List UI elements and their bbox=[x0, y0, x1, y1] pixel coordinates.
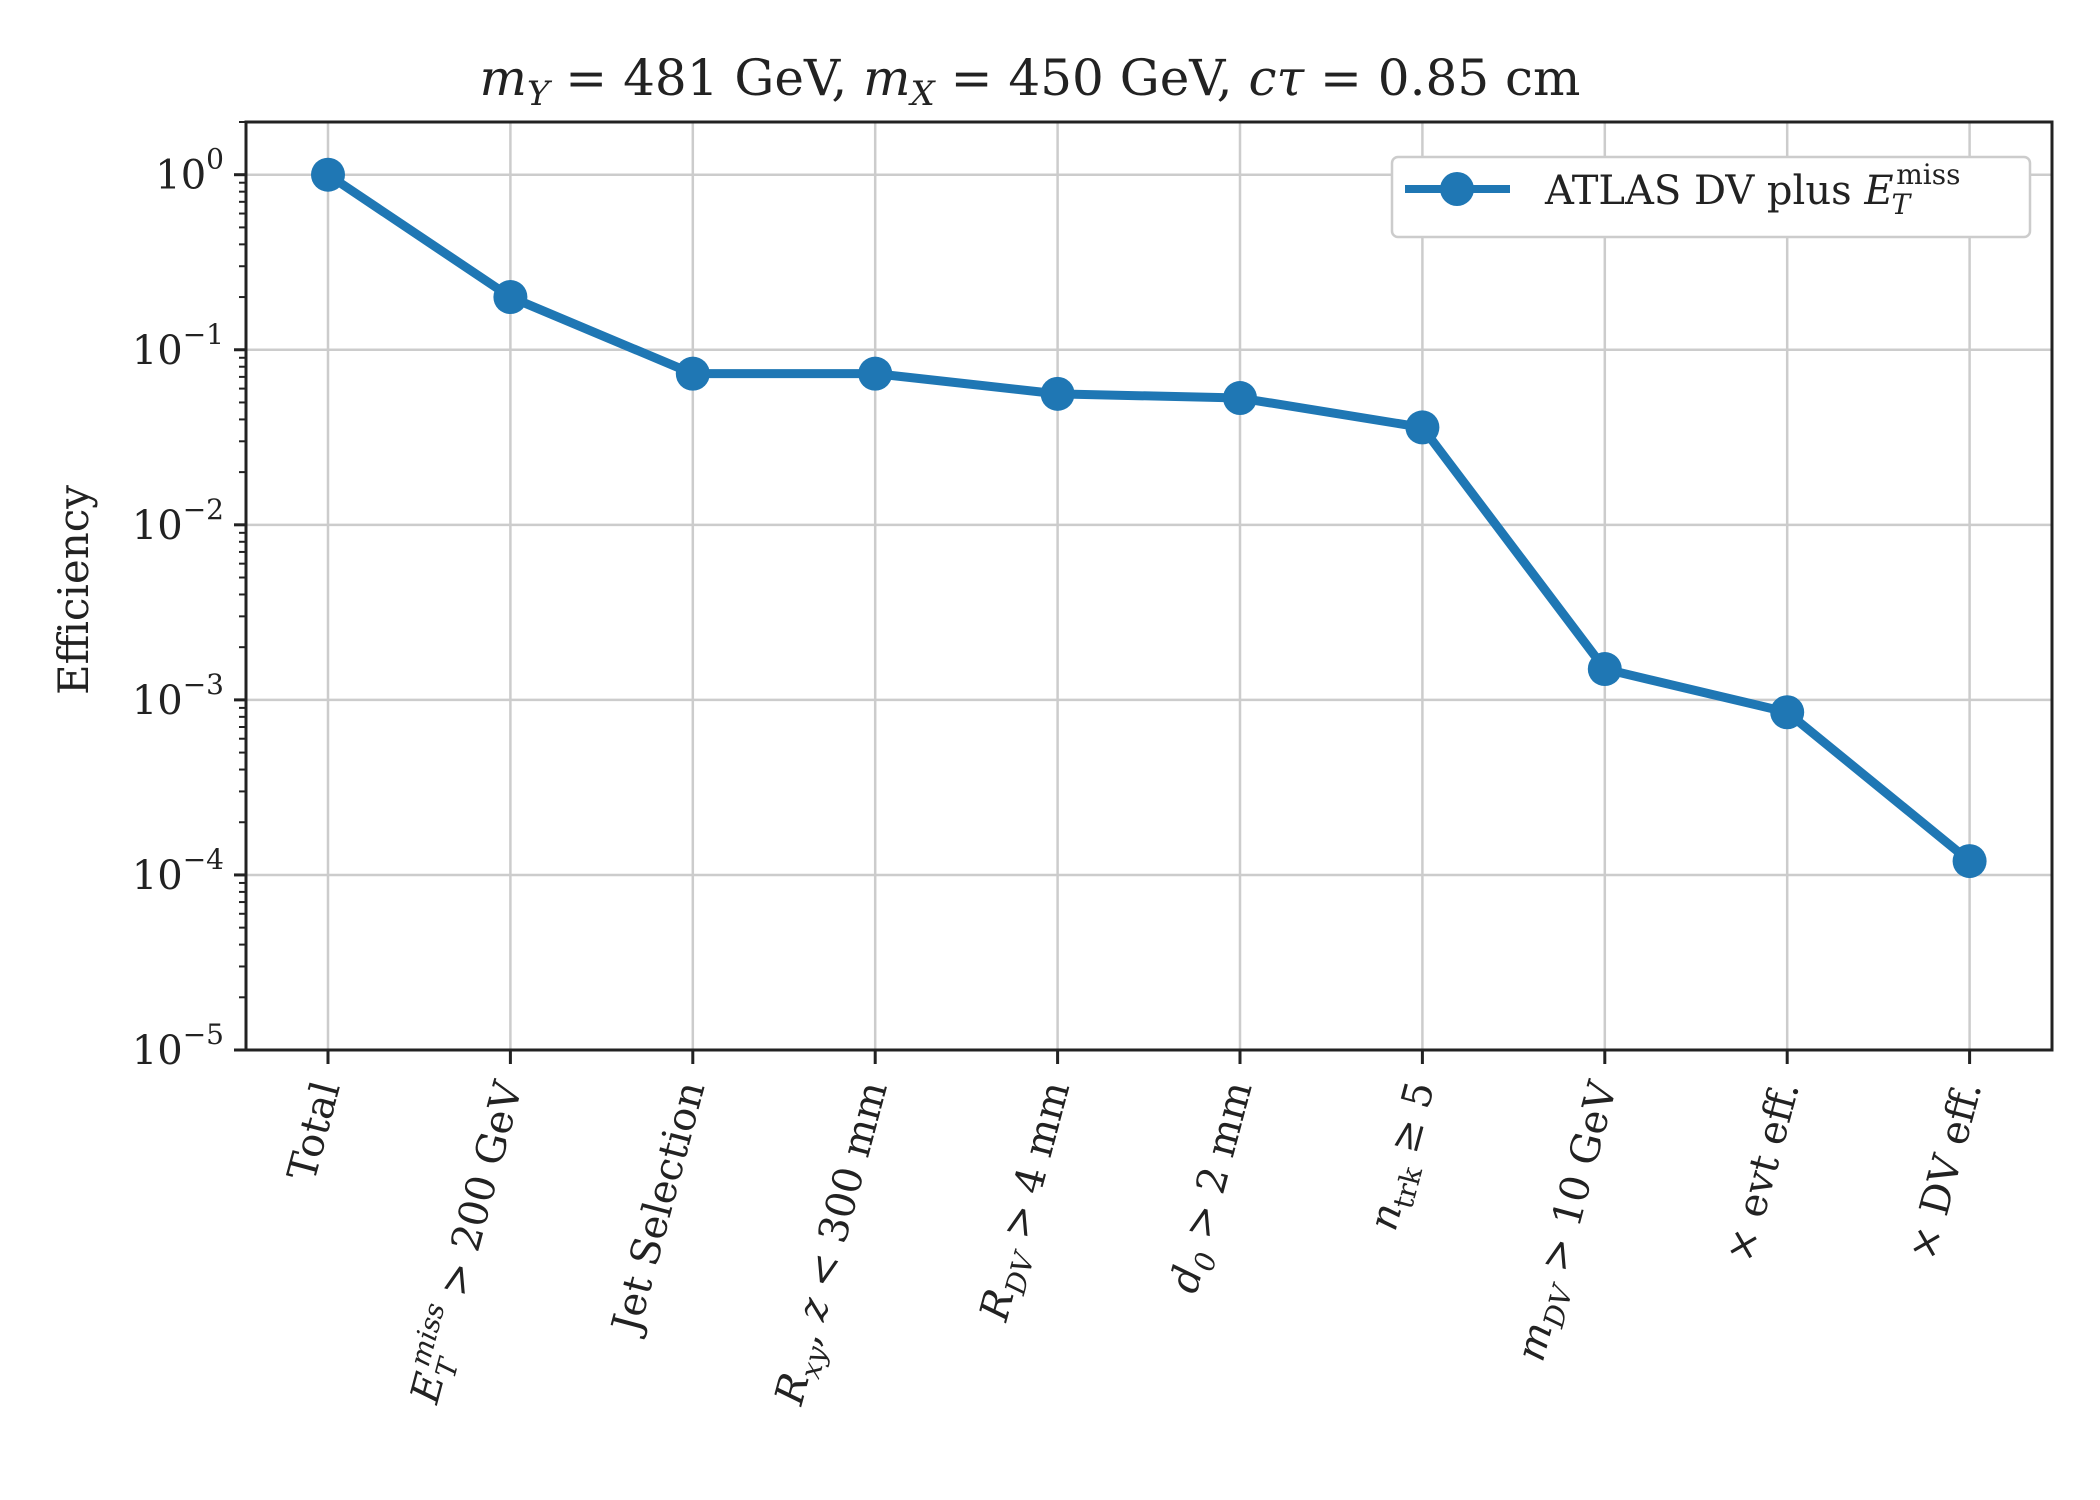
x-tick-label: mDV > 10 GeV bbox=[1508, 1076, 1634, 1368]
legend: ATLAS DV plus ETmiss bbox=[1390, 155, 2032, 239]
y-tick-label: 100 bbox=[155, 143, 224, 199]
chart-title: mY = 481 GeV, mX = 450 GeV, cτ = 0.85 cm bbox=[480, 49, 1581, 114]
legend-label: ATLAS DV plus ETmiss bbox=[1544, 158, 1960, 221]
x-tick-label: × DV eff. bbox=[1900, 1077, 1992, 1265]
x-tick-label: ETmiss > 200 GeV bbox=[394, 1074, 539, 1411]
data-point bbox=[1587, 652, 1622, 687]
data-point bbox=[675, 356, 710, 391]
data-point bbox=[1405, 410, 1440, 445]
x-tick-label: Total bbox=[279, 1077, 349, 1186]
x-tick-label: d0 > 2 mm bbox=[1161, 1077, 1268, 1300]
y-tick-label: 10−3 bbox=[132, 668, 224, 724]
axes bbox=[234, 120, 2054, 1064]
x-tick-label: Rxy, z < 300 mm bbox=[766, 1077, 903, 1412]
y-tick-label: 10−2 bbox=[132, 493, 224, 549]
series-line bbox=[325, 170, 1973, 865]
x-tick-label: Jet Selection bbox=[602, 1077, 714, 1341]
data-point bbox=[311, 157, 345, 192]
x-tick-label: ntrk ≥ 5 bbox=[1360, 1077, 1450, 1237]
y-axis-label: Efficiency bbox=[49, 485, 98, 695]
x-tick-labels: Total ETmiss > 200 GeV Jet Selection Rxy, z… bbox=[279, 1074, 1992, 1412]
data-point bbox=[1770, 695, 1805, 730]
x-tick-label: × evt eff. bbox=[1717, 1077, 1809, 1267]
y-tick-label: 10−4 bbox=[132, 843, 224, 899]
data-point bbox=[493, 280, 528, 315]
series-layer bbox=[311, 157, 1987, 879]
grid-lines bbox=[246, 122, 2052, 1050]
data-point bbox=[1952, 844, 1987, 879]
data-point bbox=[858, 356, 893, 391]
y-tick-labels: 100 10−1 10−2 10−3 10−4 10−5 bbox=[132, 143, 224, 1074]
y-tick-label: 10−5 bbox=[132, 1018, 224, 1074]
legend-marker bbox=[1440, 172, 1474, 206]
data-point bbox=[1040, 376, 1075, 411]
y-tick-label: 10−1 bbox=[132, 318, 224, 374]
data-point bbox=[1223, 381, 1257, 416]
x-tick-label: RDV > 4 mm bbox=[971, 1077, 1086, 1329]
plot-frame bbox=[244, 120, 2054, 1052]
legend-box bbox=[1390, 155, 2032, 239]
